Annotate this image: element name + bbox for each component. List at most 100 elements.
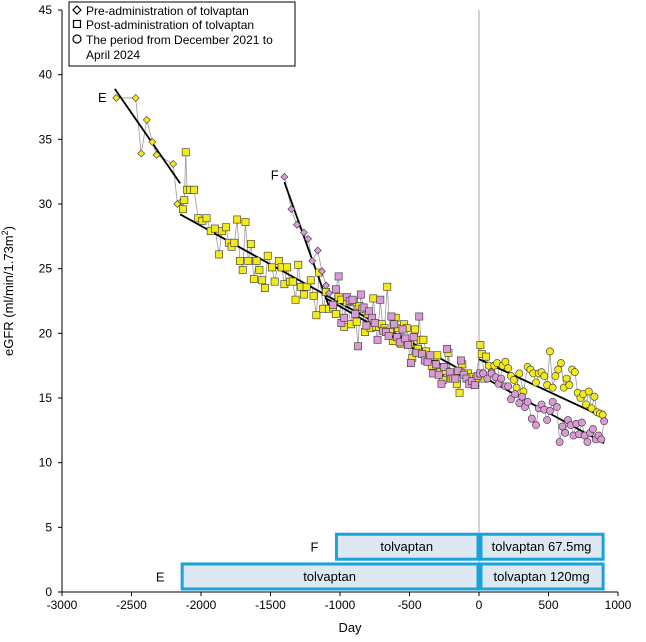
- data-point-circle: [577, 418, 586, 427]
- data-point-diamond: [112, 94, 121, 102]
- data-point-diamond: [292, 220, 301, 229]
- data-point-circle: [540, 372, 549, 380]
- treatment-bar: [479, 532, 605, 561]
- x-tick-label: -1500: [255, 598, 286, 612]
- data-point-circle: [589, 425, 597, 433]
- data-point-square: [233, 215, 242, 224]
- data-point-circle: [507, 395, 515, 404]
- data-point-square: [329, 300, 337, 309]
- data-point-diamond: [142, 116, 151, 124]
- data-point-square: [331, 310, 340, 318]
- data-point-square: [312, 311, 321, 320]
- data-point-square: [369, 294, 378, 303]
- data-point-square: [356, 290, 365, 299]
- data-point-circle: [504, 364, 513, 373]
- data-point-square: [482, 352, 490, 361]
- legend-item-pre: Pre-administration of tolvaptan: [86, 4, 249, 18]
- x-tick-label: 0: [476, 598, 483, 612]
- data-point-square: [181, 148, 190, 157]
- x-tick-label: -1000: [325, 598, 356, 612]
- treatment-bar-label: tolvaptan: [380, 539, 433, 554]
- y-tick-label: 35: [39, 132, 53, 146]
- data-point-circle: [587, 404, 596, 413]
- data-point-square: [423, 357, 432, 366]
- legend-item-period-cont: April 2024: [86, 48, 140, 62]
- data-point-square: [306, 276, 315, 285]
- data-point-square: [398, 325, 407, 334]
- data-point-circle: [518, 392, 526, 401]
- data-point-circle: [583, 438, 592, 446]
- x-tick-label: 1000: [605, 598, 632, 612]
- data-point-circle: [545, 347, 554, 356]
- legend-box: [68, 1, 296, 67]
- treatment-patient-label: F: [310, 540, 318, 555]
- data-point-circle: [597, 435, 606, 444]
- data-point-circle: [565, 381, 574, 389]
- data-point-square: [288, 277, 297, 286]
- data-point-circle: [543, 416, 552, 424]
- data-point-square: [261, 284, 269, 292]
- data-point-square: [202, 214, 211, 223]
- data-point-square: [291, 295, 300, 304]
- data-point-circle: [545, 407, 554, 415]
- data-point-square: [415, 312, 424, 321]
- data-point-square: [309, 291, 318, 300]
- y-tick-label: 15: [39, 391, 53, 405]
- data-point-square: [249, 275, 258, 283]
- treatment-bar: [479, 562, 605, 591]
- data-point-diamond: [280, 172, 289, 181]
- data-point-square: [432, 360, 440, 369]
- data-point-circle: [582, 400, 590, 409]
- y-tick-label: 30: [39, 197, 53, 211]
- y-tick-label: 20: [39, 326, 53, 340]
- legend-diamond-icon: [72, 5, 82, 15]
- data-point-circle: [561, 429, 570, 437]
- data-point-circle: [555, 438, 564, 446]
- data-point-diamond: [304, 234, 312, 243]
- data-point-square: [476, 341, 485, 349]
- data-point-square: [445, 368, 454, 377]
- x-tick-label: -3000: [47, 598, 78, 612]
- data-point-circle: [548, 383, 557, 392]
- axes: Day eGFR (ml/min/1.73m2) 0 5 10 15 20 25 30 35 4…: [0, 3, 632, 635]
- data-point-square: [180, 196, 189, 205]
- data-point-square: [440, 363, 449, 371]
- data-point-diamond: [169, 159, 178, 168]
- data-point-square: [404, 341, 413, 349]
- legend-item-post: Post-administration of tolvaptan: [86, 18, 254, 32]
- data-point-square: [362, 321, 371, 330]
- data-point-square: [457, 356, 465, 365]
- trend-line-E: [114, 88, 181, 184]
- treatment-bar: [180, 562, 480, 591]
- data-point-square: [383, 282, 392, 291]
- data-point-circle: [511, 390, 520, 399]
- data-point-diamond: [322, 281, 331, 290]
- data-point-square: [274, 257, 283, 265]
- data-point-square: [190, 185, 198, 194]
- y-tick-label: 5: [45, 520, 52, 534]
- treatment-patient-label: E: [156, 569, 165, 584]
- data-point-diamond: [287, 205, 296, 214]
- data-point-circle: [584, 387, 593, 396]
- data-point-circle: [532, 378, 540, 387]
- legend-square-icon: [72, 19, 82, 29]
- data-point-square: [283, 263, 292, 272]
- data-point-circle: [497, 374, 506, 383]
- data-point-square: [373, 335, 382, 344]
- x-axis-label: Day: [338, 620, 362, 635]
- data-point-square: [401, 334, 410, 343]
- data-point-square: [390, 320, 399, 329]
- data-point-diamond: [131, 94, 140, 102]
- data-point-circle: [504, 382, 513, 391]
- data-point-square: [365, 307, 374, 316]
- data-point-square: [433, 351, 442, 360]
- data-point-square: [244, 257, 253, 265]
- data-point-circle: [552, 403, 561, 411]
- data-point-square: [352, 317, 361, 326]
- y-axis-label: eGFR (ml/min/1.73m2): [0, 226, 16, 356]
- data-point-diamond: [324, 289, 333, 298]
- data-point-square: [241, 218, 250, 227]
- data-point-square: [302, 282, 311, 291]
- data-point-circle: [554, 365, 563, 374]
